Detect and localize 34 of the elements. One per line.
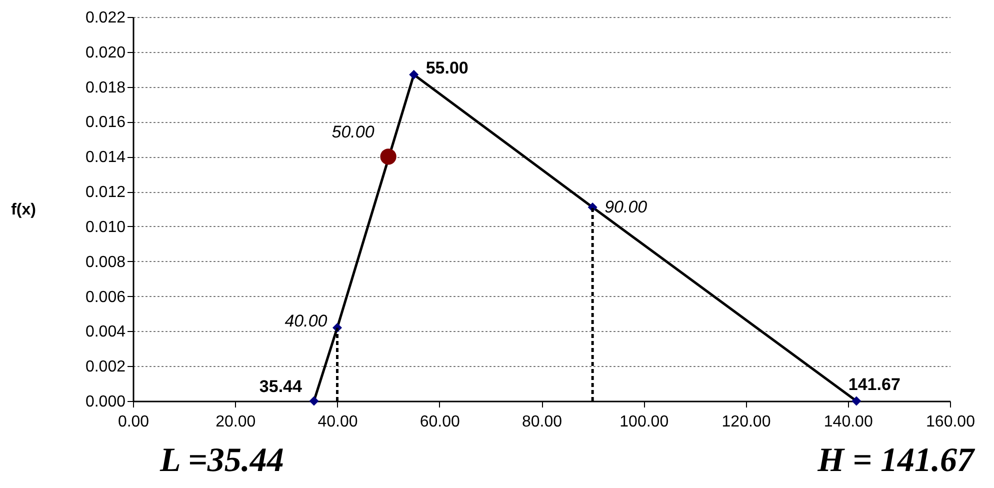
point (309, 396, 319, 406)
y-tick-label: 0.002 (85, 358, 126, 376)
x-tick-label: 20.00 (216, 414, 256, 430)
point (380, 148, 396, 165)
y-tick-label: 0.014 (85, 149, 126, 166)
y-tick-label: 0.012 (85, 184, 126, 202)
y-tick-label: 0.022 (85, 10, 126, 26)
annotation: 50.00 (332, 122, 375, 142)
y-tick-label: 0.018 (85, 79, 126, 96)
y-tick-label: 0.004 (85, 324, 126, 341)
text: H = 141.67 (818, 442, 974, 480)
y-tick-label: 0.020 (85, 44, 126, 62)
annotation: 90.00 (604, 197, 648, 216)
x-tick-label: 0.00 (118, 414, 150, 430)
x-tick-label: 40.00 (318, 414, 358, 430)
text: L =35.44 (160, 442, 284, 480)
x-tick-label: 160.00 (926, 414, 976, 430)
annotation: 141.67 (848, 375, 900, 394)
x-tick-label: 120.00 (722, 414, 771, 430)
y-tick-label: 0.008 (85, 254, 126, 271)
x-tick-label: 140.00 (824, 414, 873, 430)
y-tick-label: 0.000 (85, 394, 126, 410)
point (852, 396, 862, 406)
annotation: 55.00 (426, 58, 468, 78)
point (409, 70, 419, 80)
x-tick-label: 60.00 (420, 414, 460, 430)
annotation: 35.44 (259, 377, 303, 396)
x-tick-label: 100.00 (620, 414, 669, 430)
x-tick-label: 80.00 (522, 414, 562, 430)
y-tick-label: 0.010 (85, 218, 126, 236)
y-axis-title: f(x) (11, 202, 36, 218)
annotation: 40.00 (284, 312, 328, 331)
y-tick-label: 0.006 (85, 288, 126, 306)
y-tick-label: 0.016 (85, 114, 126, 132)
